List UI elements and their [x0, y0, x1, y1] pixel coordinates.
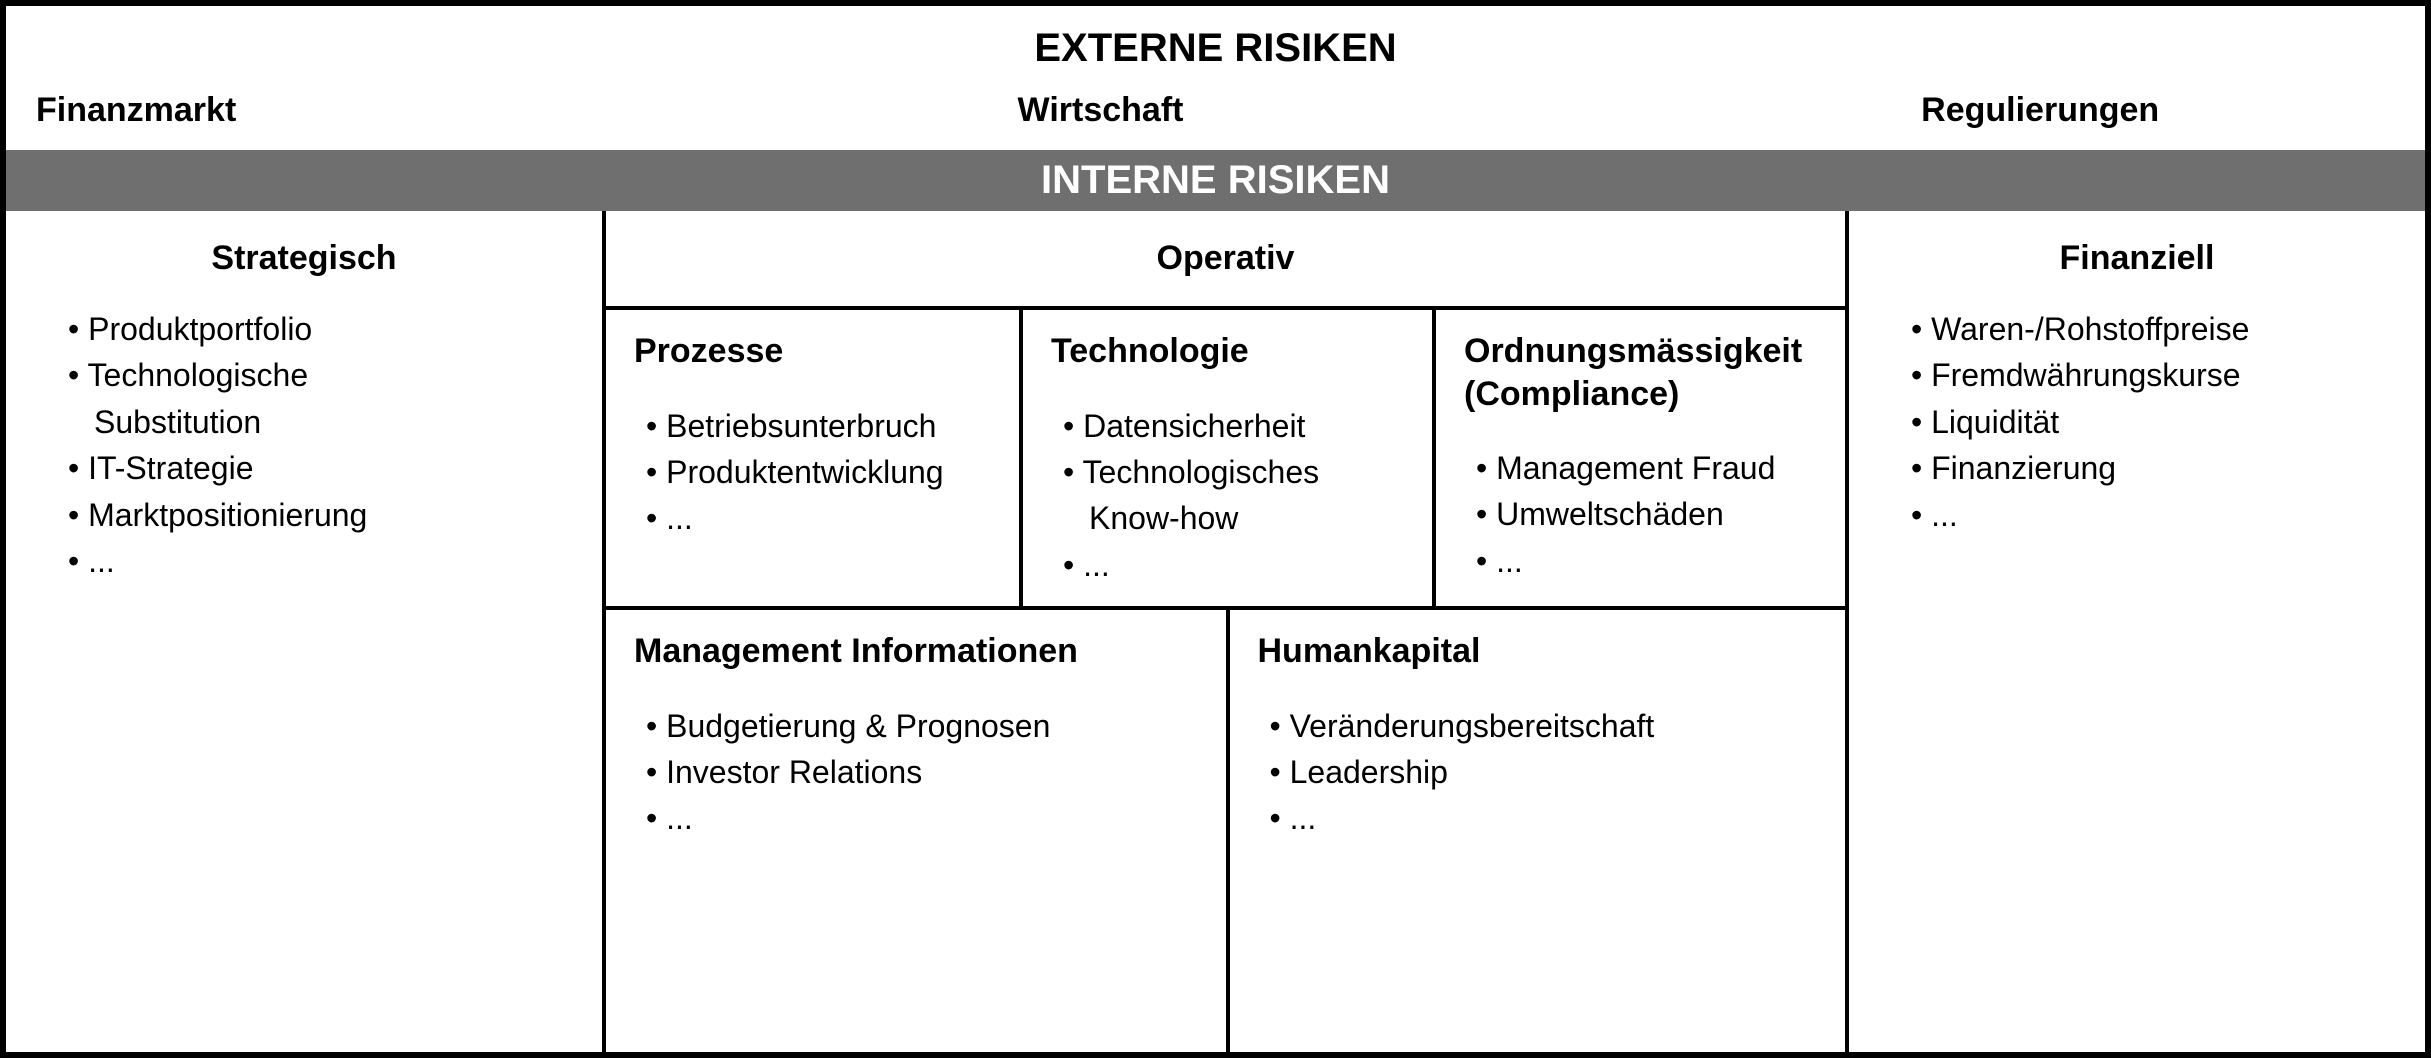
list-item: ... — [1270, 795, 1818, 841]
list-item: TechnologischesKnow-how — [1063, 449, 1404, 542]
operativ-row-1: Prozesse Betriebsunterbruch Produktentwi… — [606, 310, 1845, 610]
cell-compliance: Ordnungsmässigkeit (Compliance) Manageme… — [1432, 310, 1845, 606]
finanziell-list: Waren-/Rohstoffpreise Fremdwährungskurse… — [1849, 306, 2425, 538]
externe-item-finanzmarkt: Finanzmarkt — [36, 91, 746, 130]
col-strategisch: Strategisch Produktportfolio Technologis… — [6, 211, 606, 1052]
list-item: Betriebsunterbruch — [646, 403, 991, 449]
list-item: IT-Strategie — [68, 445, 572, 491]
list-item: Veränderungsbereitschaft — [1270, 703, 1818, 749]
list-item: Waren-/Rohstoffpreise — [1911, 306, 2395, 352]
cell-technologie: Technologie Datensicherheit Technologisc… — [1019, 310, 1432, 606]
finanziell-title: Finanziell — [1849, 211, 2425, 306]
prozesse-title: Prozesse — [634, 330, 991, 373]
compliance-title: Ordnungsmässigkeit (Compliance) — [1464, 330, 1817, 415]
list-item: Liquidität — [1911, 399, 2395, 445]
list-item: ... — [1476, 538, 1817, 584]
list-item: ... — [1911, 492, 2395, 538]
list-item: Produktentwicklung — [646, 449, 991, 495]
list-item: Budgetierung & Prognosen — [646, 703, 1198, 749]
risk-diagram: EXTERNE RISIKEN Finanzmarkt Wirtschaft R… — [0, 0, 2431, 1058]
list-item: Management Fraud — [1476, 445, 1817, 491]
list-item: ... — [1063, 542, 1404, 588]
interne-grid: Strategisch Produktportfolio Technologis… — [6, 211, 2425, 1052]
operativ-title: Operativ — [606, 211, 1845, 310]
list-item: TechnologischeSubstitution — [68, 352, 572, 445]
humankapital-title: Humankapital — [1258, 630, 1818, 673]
col-operativ: Operativ Prozesse Betriebsunterbruch Pro… — [606, 211, 1845, 1052]
technologie-title: Technologie — [1051, 330, 1404, 373]
strategisch-title: Strategisch — [6, 211, 602, 306]
list-item: ... — [68, 538, 572, 584]
cell-mgmtinfo: Management Informationen Budgetierung & … — [606, 610, 1226, 1052]
list-item: Investor Relations — [646, 749, 1198, 795]
list-item: Leadership — [1270, 749, 1818, 795]
externe-categories: Finanzmarkt Wirtschaft Regulierungen — [6, 81, 2425, 150]
strategisch-list: Produktportfolio TechnologischeSubstitut… — [6, 306, 602, 584]
list-item: ... — [646, 495, 991, 541]
externe-title: EXTERNE RISIKEN — [6, 6, 2425, 81]
cell-humankapital: Humankapital Veränderungsbereitschaft Le… — [1226, 610, 1846, 1052]
externe-item-regulierungen: Regulierungen — [1455, 91, 2395, 130]
operativ-row-2: Management Informationen Budgetierung & … — [606, 610, 1845, 1052]
list-item: ... — [646, 795, 1198, 841]
col-finanziell: Finanziell Waren-/Rohstoffpreise Fremdwä… — [1845, 211, 2425, 1052]
externe-item-wirtschaft: Wirtschaft — [746, 91, 1456, 130]
list-item: Finanzierung — [1911, 445, 2395, 491]
list-item: Produktportfolio — [68, 306, 572, 352]
list-item: Marktpositionierung — [68, 492, 572, 538]
list-item: Fremdwährungskurse — [1911, 352, 2395, 398]
interne-title-bar: INTERNE RISIKEN — [6, 150, 2425, 211]
cell-prozesse: Prozesse Betriebsunterbruch Produktentwi… — [606, 310, 1019, 606]
list-item: Datensicherheit — [1063, 403, 1404, 449]
list-item: Umweltschäden — [1476, 491, 1817, 537]
mgmtinfo-title: Management Informationen — [634, 630, 1198, 673]
